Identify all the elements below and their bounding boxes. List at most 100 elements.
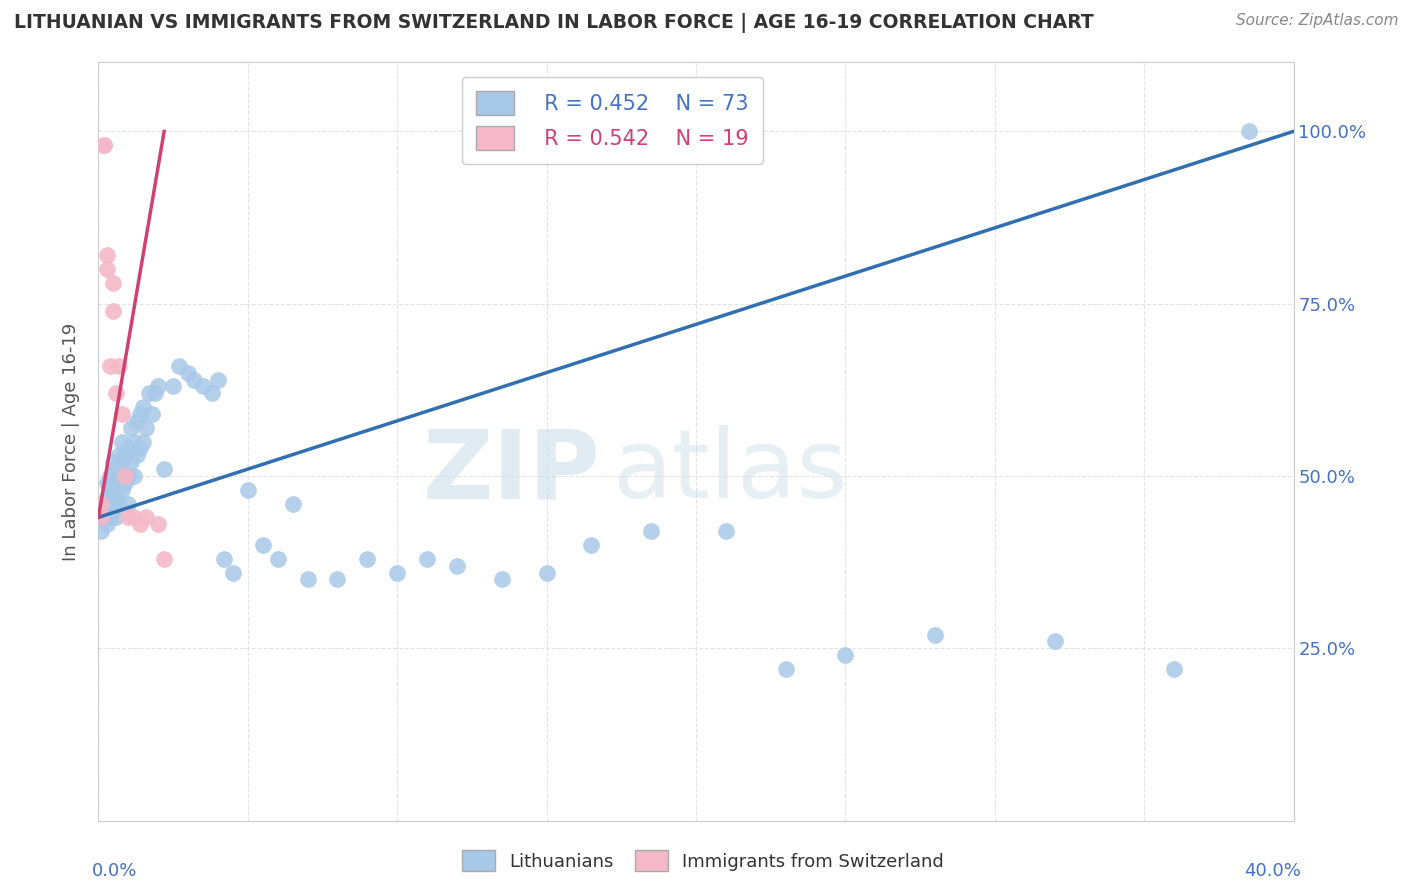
Point — [446, 558, 468, 573]
Point — [96, 517, 118, 532]
Point — [111, 455, 134, 469]
Point — [326, 573, 349, 587]
Point — [141, 407, 163, 421]
Point — [108, 448, 131, 462]
Point — [924, 627, 946, 641]
Point — [93, 138, 115, 153]
Point — [267, 551, 290, 566]
Point — [129, 407, 152, 421]
Point — [103, 475, 125, 490]
Point — [138, 386, 160, 401]
Point — [281, 497, 304, 511]
Point — [117, 510, 139, 524]
Point — [117, 442, 139, 456]
Point — [114, 475, 136, 490]
Point — [356, 551, 378, 566]
Point — [93, 510, 115, 524]
Point — [111, 483, 134, 497]
Point — [117, 497, 139, 511]
Point — [96, 248, 118, 262]
Point — [177, 366, 200, 380]
Point — [96, 475, 118, 490]
Point — [96, 262, 118, 277]
Point — [491, 573, 513, 587]
Point — [114, 469, 136, 483]
Point — [90, 503, 112, 517]
Point — [105, 490, 128, 504]
Point — [120, 455, 142, 469]
Point — [108, 469, 131, 483]
Point — [98, 469, 122, 483]
Point — [222, 566, 245, 580]
Point — [143, 386, 166, 401]
Point — [201, 386, 224, 401]
Point — [135, 421, 157, 435]
Point — [385, 566, 409, 580]
Point — [98, 510, 122, 524]
Point — [129, 442, 152, 456]
Point — [105, 462, 128, 476]
Point — [120, 421, 142, 435]
Point — [103, 276, 125, 290]
Point — [1163, 662, 1185, 676]
Y-axis label: In Labor Force | Age 16-19: In Labor Force | Age 16-19 — [62, 322, 80, 561]
Point — [132, 434, 155, 449]
Point — [834, 648, 856, 663]
Point — [124, 434, 146, 449]
Point — [103, 455, 125, 469]
Point — [1237, 124, 1260, 138]
Point — [135, 510, 157, 524]
Point — [117, 469, 139, 483]
Point — [640, 524, 662, 538]
Point — [103, 503, 125, 517]
Point — [111, 407, 134, 421]
Text: LITHUANIAN VS IMMIGRANTS FROM SWITZERLAND IN LABOR FORCE | AGE 16-19 CORRELATION: LITHUANIAN VS IMMIGRANTS FROM SWITZERLAN… — [14, 13, 1094, 33]
Point — [191, 379, 214, 393]
Point — [127, 448, 149, 462]
Point — [124, 469, 146, 483]
Legend: Lithuanians, Immigrants from Switzerland: Lithuanians, Immigrants from Switzerland — [456, 843, 950, 879]
Point — [148, 517, 170, 532]
Point — [98, 483, 122, 497]
Text: 40.0%: 40.0% — [1243, 863, 1301, 880]
Point — [96, 490, 118, 504]
Point — [93, 497, 115, 511]
Point — [581, 538, 603, 552]
Point — [775, 662, 797, 676]
Point — [90, 524, 112, 538]
Point — [183, 372, 205, 386]
Point — [108, 359, 131, 373]
Point — [98, 359, 122, 373]
Point — [124, 510, 146, 524]
Point — [236, 483, 259, 497]
Point — [90, 510, 112, 524]
Point — [127, 414, 149, 428]
Point — [162, 379, 184, 393]
Point — [108, 497, 131, 511]
Point — [297, 573, 319, 587]
Point — [132, 400, 155, 414]
Point — [111, 434, 134, 449]
Point — [105, 510, 128, 524]
Point — [105, 386, 128, 401]
Text: Source: ZipAtlas.com: Source: ZipAtlas.com — [1236, 13, 1399, 29]
Point — [252, 538, 274, 552]
Point — [207, 372, 229, 386]
Point — [212, 551, 235, 566]
Point — [93, 138, 115, 153]
Text: atlas: atlas — [613, 425, 848, 518]
Text: ZIP: ZIP — [422, 425, 600, 518]
Point — [167, 359, 190, 373]
Point — [129, 517, 152, 532]
Point — [153, 551, 176, 566]
Point — [103, 303, 125, 318]
Point — [114, 448, 136, 462]
Point — [153, 462, 176, 476]
Point — [90, 497, 112, 511]
Text: 0.0%: 0.0% — [91, 863, 136, 880]
Point — [148, 379, 170, 393]
Point — [536, 566, 558, 580]
Point — [714, 524, 737, 538]
Point — [1043, 634, 1066, 648]
Legend:   R = 0.452    N = 73,   R = 0.542    N = 19: R = 0.452 N = 73, R = 0.542 N = 19 — [461, 77, 763, 164]
